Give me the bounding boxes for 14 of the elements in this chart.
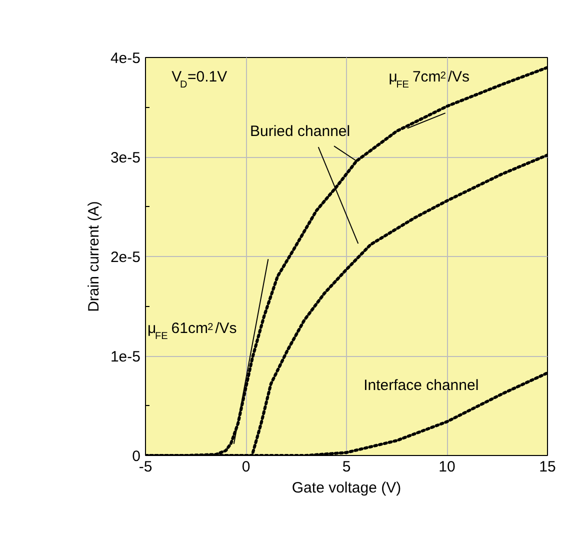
y-tick-label: 2e-5 — [110, 249, 141, 266]
x-tick-label: 5 — [342, 458, 351, 476]
y-tick-label: 3e-5 — [110, 150, 141, 166]
x-tick-label: -5 — [138, 458, 152, 476]
x-tick-label: 0 — [242, 458, 250, 476]
x-tick-label: 10 — [438, 458, 456, 476]
x-axis-title: Gate voltage (V) — [292, 480, 402, 496]
annotation: Buried channel — [250, 123, 350, 140]
y-axis-title: Drain current (A) — [85, 201, 102, 312]
y-tick-label: 0 — [132, 448, 140, 465]
x-tick-label: 15 — [539, 458, 556, 476]
y-tick-label: 1e-5 — [110, 348, 141, 366]
y-tick-label: 4e-5 — [110, 50, 141, 67]
annotation: Interface channel — [364, 376, 479, 394]
